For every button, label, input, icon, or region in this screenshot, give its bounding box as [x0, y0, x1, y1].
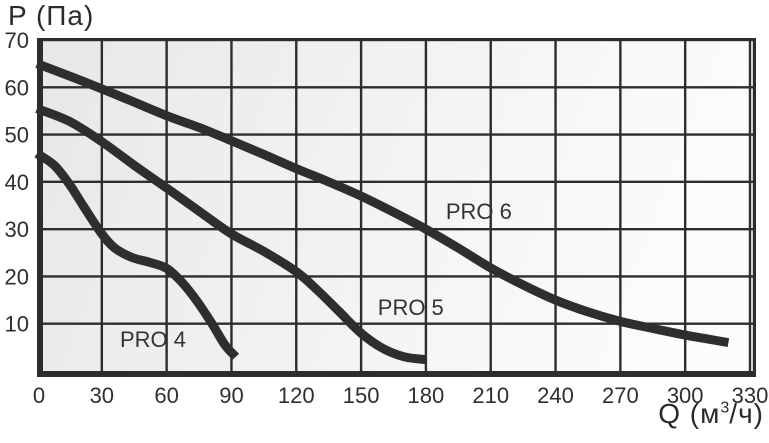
- plot-border-right: [752, 38, 756, 377]
- x-tick-label-210: 210: [472, 383, 509, 408]
- curve-label-pro-6: PRO 6: [446, 199, 512, 224]
- plot-border-top: [37, 38, 756, 42]
- x-tick-label-150: 150: [343, 383, 380, 408]
- curve-pro-5: [35, 104, 427, 365]
- y-axis-line: [37, 38, 43, 377]
- x-axis-title-suffix: /ч): [729, 398, 764, 429]
- x-axis-line: [37, 371, 756, 377]
- x-axis-title-superscript: 3: [720, 399, 730, 417]
- y-tick-label-60: 60: [5, 75, 29, 100]
- curve-label-pro-5: PRO 5: [378, 295, 444, 320]
- x-tick-label-0: 0: [33, 383, 45, 408]
- x-tick-label-240: 240: [537, 383, 574, 408]
- curve-label-pro-4: PRO 4: [120, 327, 186, 352]
- curve-pro-4: [34, 149, 240, 360]
- y-tick-label-30: 30: [5, 217, 29, 242]
- x-tick-label-180: 180: [408, 383, 445, 408]
- x-tick-label-30: 30: [90, 383, 114, 408]
- x-axis-title-prefix: Q (м: [658, 398, 721, 429]
- y-tick-label-50: 50: [5, 123, 29, 148]
- y-tick-label-20: 20: [5, 264, 29, 289]
- x-axis-title: Q (м3/ч): [658, 398, 764, 430]
- y-axis-title: P (Па): [8, 0, 95, 31]
- x-tick-label-330: 330: [732, 383, 769, 408]
- x-tick-label-60: 60: [154, 383, 178, 408]
- y-tick-label-70: 70: [5, 28, 29, 53]
- curve-pro-6: [35, 59, 730, 348]
- x-tick-label-90: 90: [219, 383, 243, 408]
- y-tick-label-40: 40: [5, 170, 29, 195]
- x-tick-label-300: 300: [667, 383, 704, 408]
- y-tick-label-10: 10: [5, 312, 29, 337]
- x-tick-label-270: 270: [602, 383, 639, 408]
- x-tick-label-120: 120: [278, 383, 315, 408]
